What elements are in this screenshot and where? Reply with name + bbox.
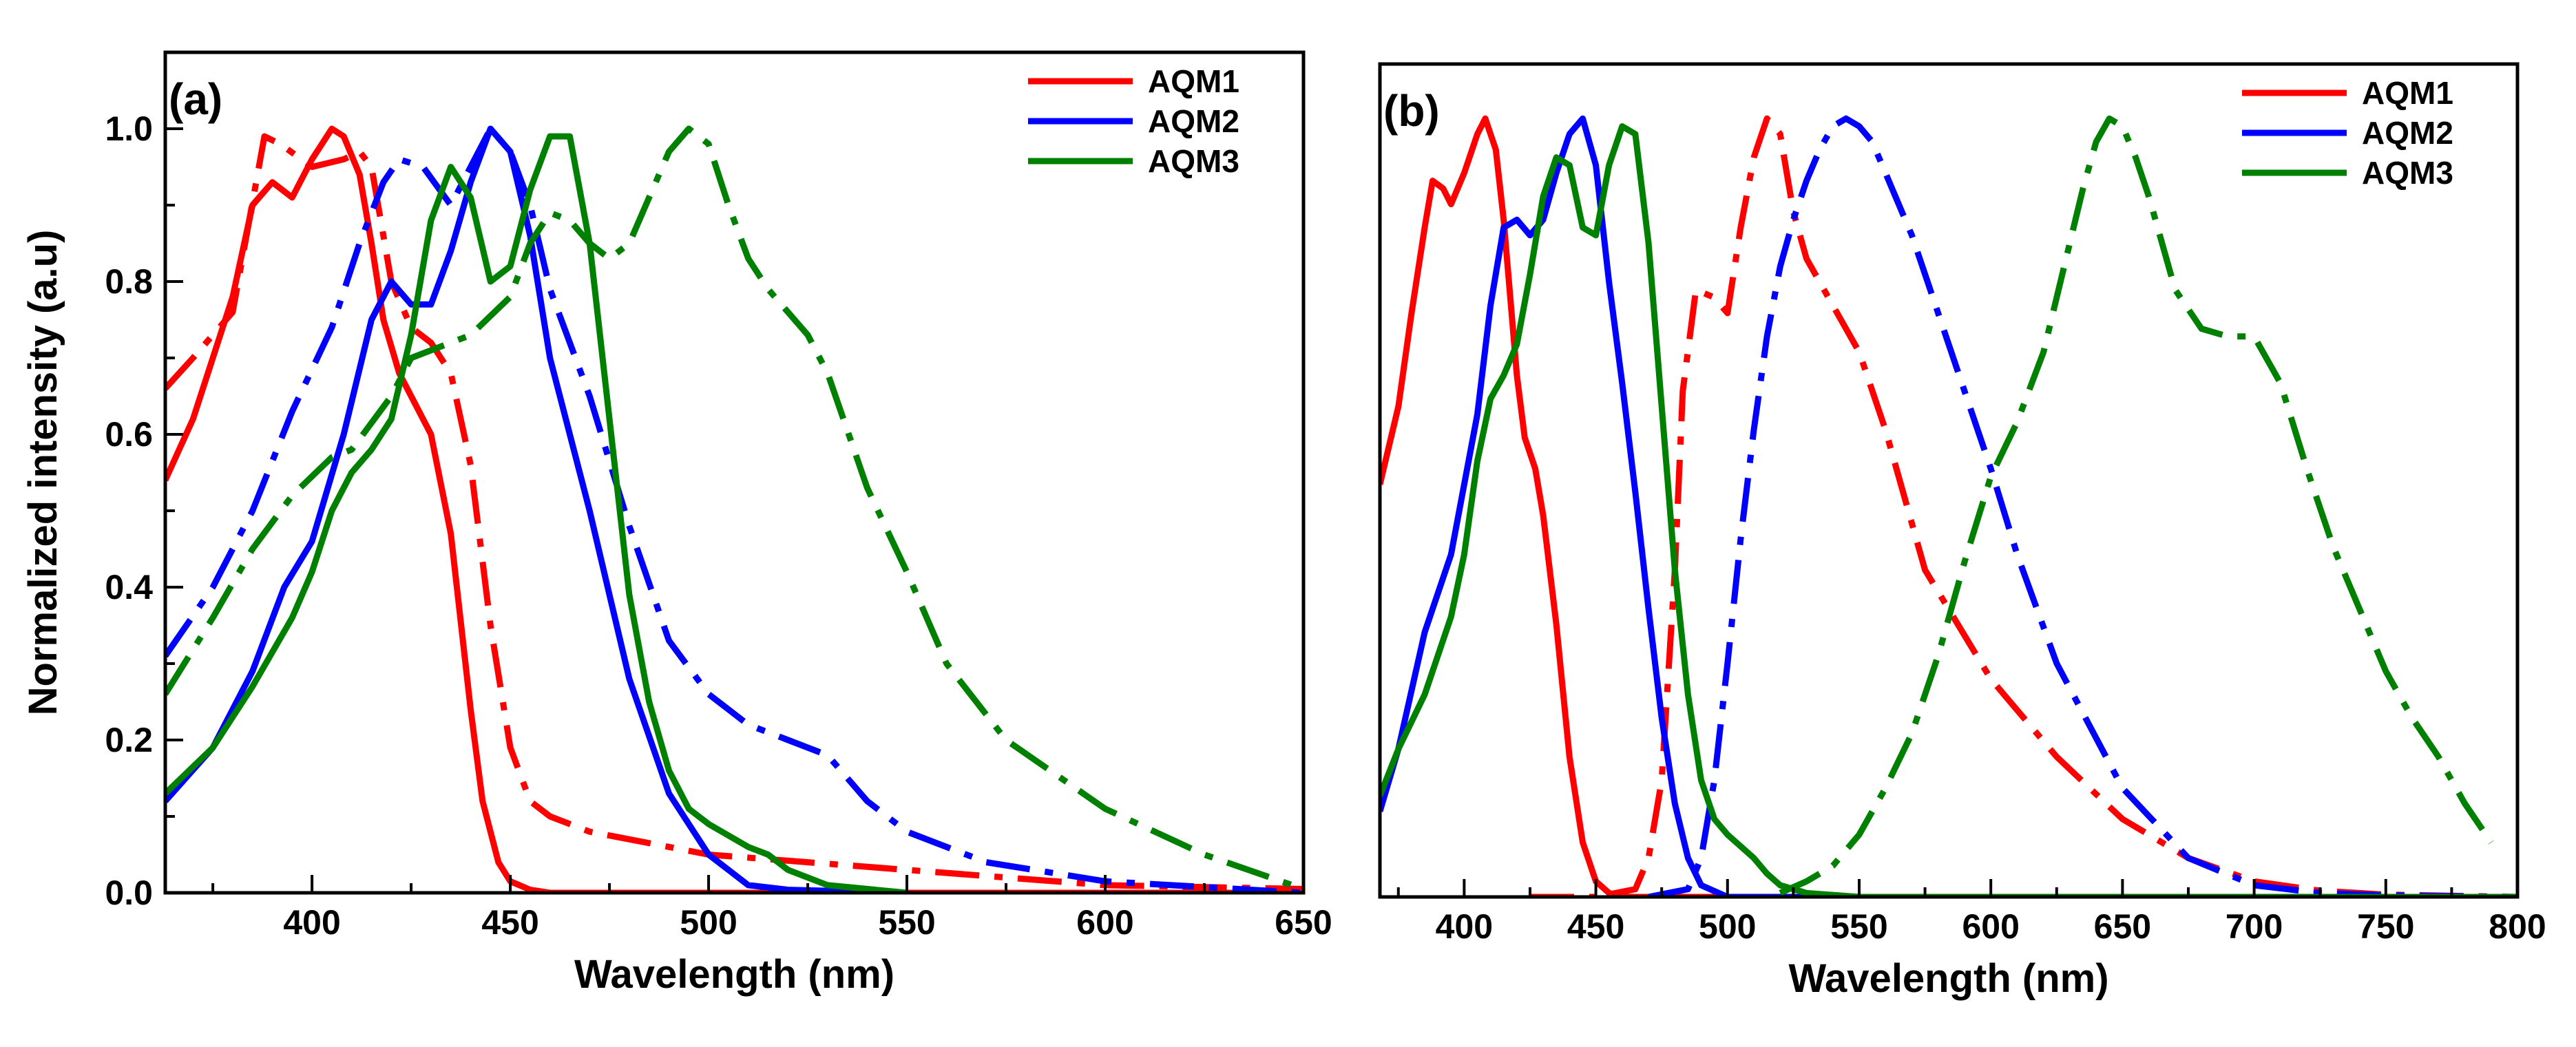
x-tick-label: 800	[2489, 907, 2546, 946]
legend-label: AQM2	[1148, 103, 1239, 139]
series-line-aqm3-solid	[1380, 123, 2517, 897]
x-tick-label: 600	[1076, 903, 1133, 942]
series-line-aqm3-dashdot	[165, 125, 1303, 892]
x-tick-label: 600	[1962, 907, 2019, 946]
series-group	[165, 125, 1303, 893]
y-tick-label: 0.0	[105, 874, 153, 912]
panel-b: 400 450 500 550 600 650 700 750 800 Wavelength (n…	[1378, 62, 2546, 1001]
panel-label: (a)	[169, 74, 222, 124]
x-tick-label: 550	[1830, 907, 1887, 946]
x-axis-title: Wavelength (nm)	[1788, 956, 2108, 1001]
x-tick-label: 650	[1275, 903, 1332, 942]
legend-label: AQM3	[2362, 155, 2453, 191]
y-axis-title: Normalized intensity (a.u)	[21, 230, 65, 716]
y-tick-label: 0.6	[105, 415, 153, 454]
panel-label: (b)	[1383, 86, 1440, 136]
x-axis-title: Wavelength (nm)	[574, 952, 894, 997]
legend-label: AQM3	[1148, 143, 1239, 179]
x-tick-label: 450	[481, 903, 538, 942]
legend-label: AQM2	[2362, 115, 2453, 151]
legend-label: AQM1	[2362, 75, 2453, 111]
x-tick-label: 400	[283, 903, 340, 942]
x-tick-label: 400	[1436, 907, 1493, 946]
plot-frame	[163, 50, 1306, 895]
series-line-aqm2-solid	[1380, 115, 2517, 897]
series-line-aqm2-dashdot	[1648, 115, 2517, 897]
series-line-aqm1-solid	[1380, 115, 2517, 897]
x-tick-label: 450	[1567, 907, 1624, 946]
x-tick-label: 650	[2094, 907, 2151, 946]
legend: AQM1 AQM2 AQM3	[1028, 63, 1239, 179]
x-tick-label: 700	[2226, 907, 2283, 946]
plot-frame	[1378, 62, 2520, 899]
series-group	[1380, 115, 2517, 897]
series-line-aqm1-dashdot	[1530, 115, 2517, 897]
series-line-aqm1-solid	[165, 125, 1303, 893]
series-line-aqm3-solid	[165, 133, 908, 893]
x-tick-label: 550	[878, 903, 935, 942]
legend-label: AQM1	[1148, 63, 1239, 99]
x-tick-label: 500	[1699, 907, 1756, 946]
panel-a: 400 450 500 550 600 650 0.0 0.2 0.4 0.6 0.8 1.0 Wave…	[21, 50, 1332, 997]
y-tick-label: 0.8	[105, 262, 153, 301]
series-line-aqm2-dashdot	[165, 125, 1303, 893]
legend: AQM1 AQM2 AQM3	[2242, 75, 2453, 191]
series-line-aqm2-solid	[165, 125, 908, 893]
y-tick-label: 0.2	[105, 721, 153, 759]
series-line-aqm1-dashdot	[165, 133, 1303, 892]
y-tick-label: 1.0	[105, 109, 153, 148]
y-tick-label: 0.4	[105, 568, 153, 606]
x-tick-label: 500	[680, 903, 737, 942]
series-line-aqm3-dashdot	[1779, 115, 2494, 896]
x-tick-label: 750	[2357, 907, 2414, 946]
